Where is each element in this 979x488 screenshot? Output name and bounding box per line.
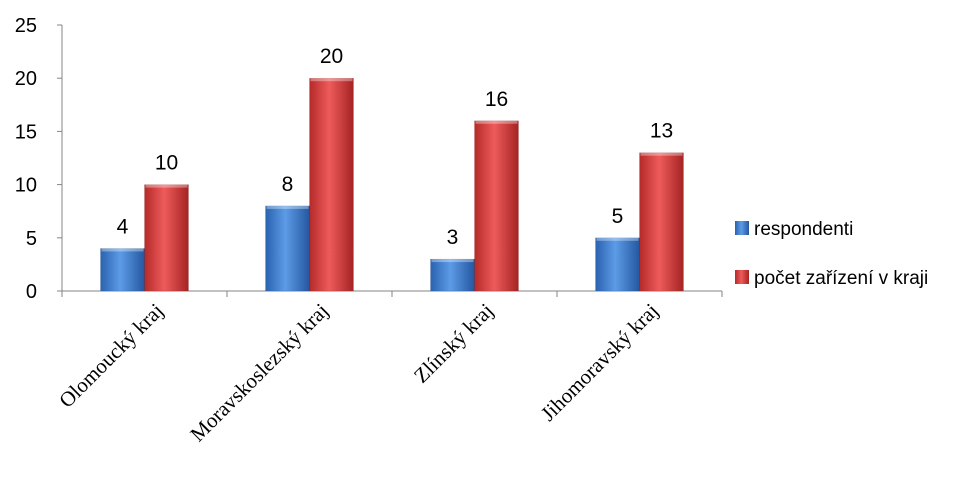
- data-label: 5: [612, 205, 624, 228]
- data-label: 10: [155, 152, 178, 175]
- bar-highlight: [596, 237, 639, 241]
- data-label: 4: [117, 215, 129, 238]
- data-labels: 4 8 3 5 10 20 16 13: [117, 45, 674, 249]
- bar-highlight: [640, 152, 683, 156]
- bar-highlight: [101, 248, 144, 252]
- bars: [100, 77, 684, 292]
- legend-swatch: [735, 270, 749, 284]
- data-label: 20: [320, 45, 343, 68]
- bar-highlight: [266, 205, 309, 209]
- y-tick-label: 5: [26, 228, 37, 250]
- data-label: 16: [485, 88, 508, 111]
- legend-swatch: [735, 221, 749, 235]
- y-tick-label: 10: [15, 175, 37, 197]
- bar-highlight: [475, 120, 518, 124]
- y-tick-label: 15: [15, 121, 37, 143]
- x-category-label: Moravskoslezský kraj: [185, 299, 333, 447]
- bar-respondenti: [595, 237, 640, 292]
- bar-pocet-zarizeni: [144, 184, 189, 292]
- bar-respondenti: [100, 248, 145, 292]
- bar-highlight: [310, 78, 353, 82]
- bar-pocet-zarizeni: [474, 120, 519, 292]
- y-tick-label: 25: [15, 15, 37, 37]
- legend: respondenti počet zařízení v kraji: [735, 219, 928, 289]
- bar-highlight: [145, 184, 188, 188]
- data-label: 13: [650, 120, 673, 143]
- legend-label: respondenti: [754, 219, 853, 240]
- x-category-label: Zlínský kraj: [409, 299, 498, 388]
- bar-pocet-zarizeni: [639, 152, 684, 292]
- bar-respondenti: [265, 205, 310, 292]
- bar-highlight: [431, 259, 474, 263]
- y-tick-label: 0: [26, 281, 37, 303]
- x-category-label: Jihomoravský kraj: [536, 299, 663, 426]
- y-tick-label: 20: [15, 68, 37, 90]
- legend-label: počet zařízení v kraji: [754, 268, 928, 289]
- data-label: 8: [282, 173, 294, 196]
- x-category-label: Olomoucký kraj: [54, 299, 168, 413]
- bar-pocet-zarizeni: [309, 77, 354, 292]
- data-label: 3: [447, 226, 459, 249]
- bar-respondenti: [430, 258, 475, 292]
